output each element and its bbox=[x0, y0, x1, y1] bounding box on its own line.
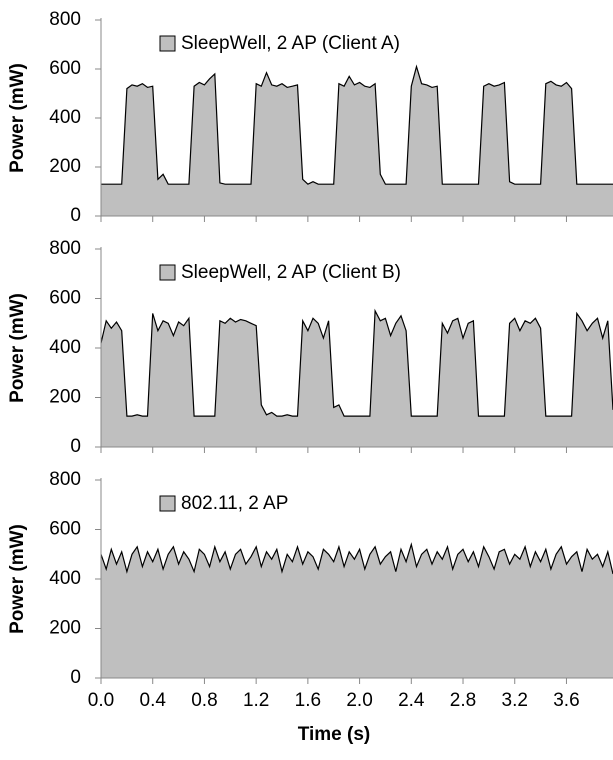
x-tick-label: 3.6 bbox=[553, 690, 579, 711]
y-tick-label: 800 bbox=[49, 238, 81, 259]
y-tick-label: 600 bbox=[49, 519, 81, 540]
y-tick-label: 200 bbox=[49, 156, 81, 177]
legend-label: 802.11, 2 AP bbox=[181, 493, 288, 514]
y-tick-label: 0 bbox=[70, 436, 81, 457]
x-tick-label: 1.2 bbox=[243, 690, 269, 711]
x-tick-label: 0.4 bbox=[140, 690, 167, 711]
legend-swatch bbox=[159, 495, 176, 512]
y-tick-label: 600 bbox=[49, 58, 81, 79]
legend-swatch bbox=[159, 35, 176, 52]
line bbox=[101, 64, 613, 185]
x-tick-label: 2.4 bbox=[398, 690, 425, 711]
y-tick-label: 400 bbox=[49, 107, 81, 128]
x-tick-label: 0.0 bbox=[88, 690, 114, 711]
area bbox=[101, 66, 613, 216]
legend-swatch bbox=[159, 264, 176, 281]
y-tick-label: 400 bbox=[49, 568, 81, 589]
line bbox=[100, 308, 613, 417]
x-tick-label: 1.6 bbox=[295, 690, 321, 711]
legend-label: SleepWell, 2 AP (Client A) bbox=[181, 33, 400, 54]
y-axis-label: Power (mW) bbox=[7, 524, 28, 634]
y-tick-label: 0 bbox=[70, 205, 81, 226]
y-tick-label: 200 bbox=[49, 618, 81, 639]
y-axis-label: Power (mW) bbox=[7, 63, 28, 173]
y-tick-label: 400 bbox=[49, 337, 81, 358]
y-axis-label: Power (mW) bbox=[7, 293, 28, 403]
y-tick-label: 800 bbox=[49, 9, 81, 30]
y-tick-label: 600 bbox=[49, 288, 81, 309]
x-tick-label: 2.0 bbox=[346, 690, 372, 711]
x-tick-label: 3.2 bbox=[502, 690, 528, 711]
x-tick-label: 2.8 bbox=[450, 690, 476, 711]
x-axis-label: Time (s) bbox=[298, 724, 371, 745]
area bbox=[101, 310, 613, 447]
x-tick-label: 0.8 bbox=[191, 690, 217, 711]
area bbox=[101, 544, 613, 678]
y-tick-label: 0 bbox=[70, 667, 81, 688]
line bbox=[100, 542, 613, 575]
y-tick-label: 200 bbox=[49, 387, 81, 408]
y-tick-label: 800 bbox=[49, 469, 81, 490]
legend-label: SleepWell, 2 AP (Client B) bbox=[181, 262, 401, 283]
